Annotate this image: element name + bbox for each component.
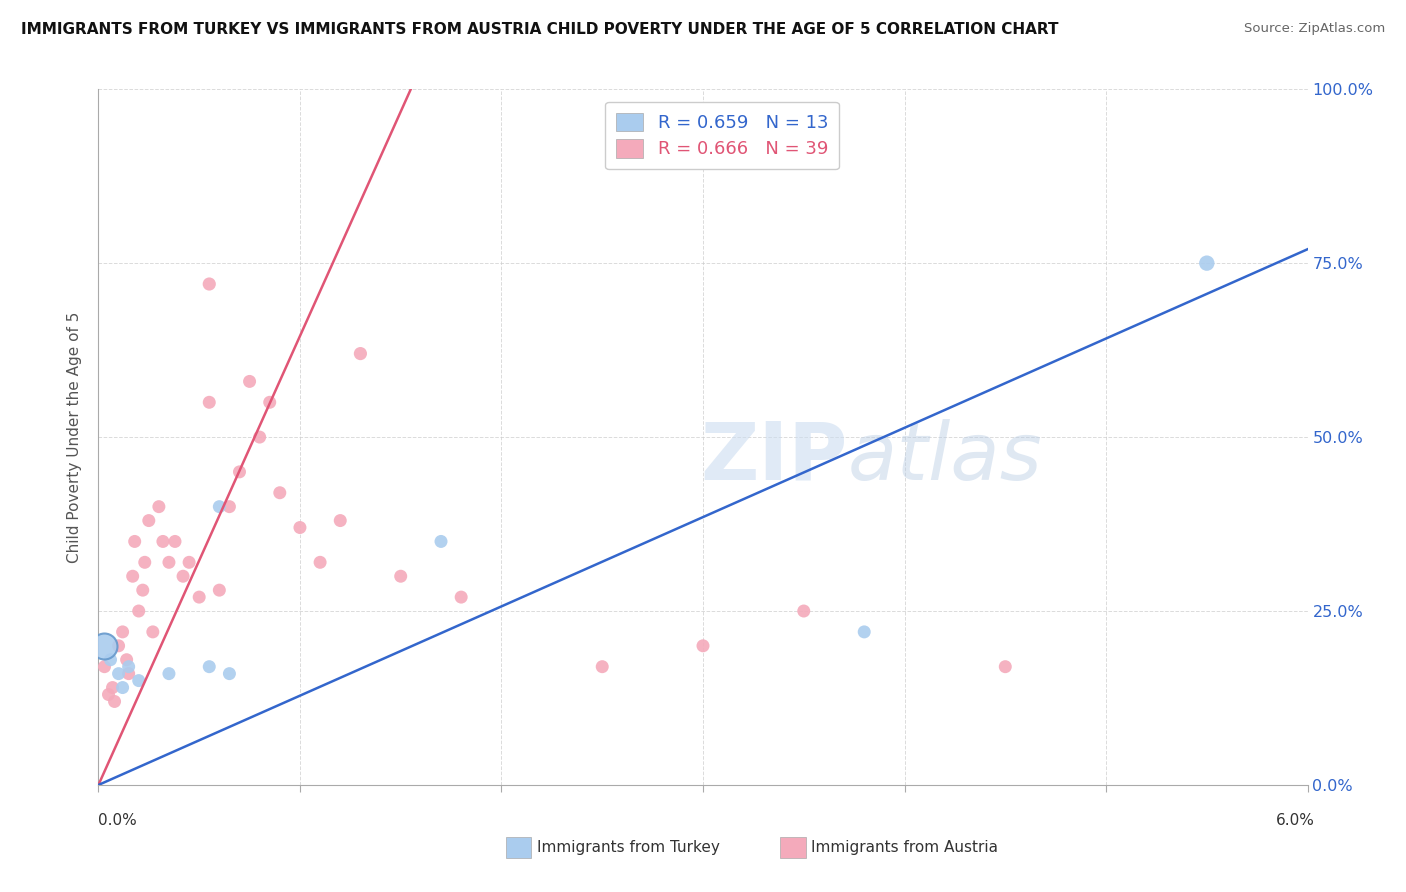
Text: 0.0%: 0.0%: [98, 814, 138, 828]
Point: [103, 694, 125, 708]
Point: [249, 430, 271, 444]
Text: ZIP: ZIP: [700, 419, 848, 497]
Text: 6.0%: 6.0%: [1275, 814, 1315, 828]
Point: [430, 534, 453, 549]
Point: [121, 569, 143, 583]
Legend: R = 0.659   N = 13, R = 0.666   N = 39: R = 0.659 N = 13, R = 0.666 N = 39: [606, 102, 839, 169]
Point: [179, 555, 201, 569]
Point: [692, 639, 714, 653]
Point: [163, 534, 186, 549]
Point: [148, 500, 170, 514]
Text: IMMIGRANTS FROM TURKEY VS IMMIGRANTS FROM AUSTRIA CHILD POVERTY UNDER THE AGE OF: IMMIGRANTS FROM TURKEY VS IMMIGRANTS FRO…: [21, 22, 1059, 37]
Point: [132, 583, 155, 598]
Point: [101, 681, 124, 695]
Point: [198, 659, 221, 673]
Point: [288, 520, 311, 534]
Point: [269, 485, 291, 500]
Point: [198, 395, 221, 409]
Point: [157, 555, 180, 569]
Point: [97, 688, 120, 702]
Point: [118, 659, 141, 673]
Point: [93, 659, 115, 673]
Point: [793, 604, 815, 618]
Point: [111, 681, 134, 695]
Point: [218, 666, 240, 681]
Point: [208, 500, 231, 514]
Point: [115, 653, 138, 667]
Text: Source: ZipAtlas.com: Source: ZipAtlas.com: [1244, 22, 1385, 36]
Point: [853, 624, 876, 639]
Point: [152, 534, 174, 549]
Point: [239, 375, 262, 389]
Point: [198, 277, 221, 291]
Point: [118, 666, 141, 681]
Point: [218, 500, 240, 514]
Point: [1195, 256, 1218, 270]
Point: [994, 659, 1017, 673]
Point: [128, 604, 150, 618]
Point: [134, 555, 156, 569]
Point: [107, 639, 129, 653]
Y-axis label: Child Poverty Under the Age of 5: Child Poverty Under the Age of 5: [66, 311, 82, 563]
Point: [124, 534, 146, 549]
Point: [329, 514, 352, 528]
Point: [138, 514, 160, 528]
Point: [157, 666, 180, 681]
Point: [450, 590, 472, 604]
Point: [228, 465, 250, 479]
Point: [142, 624, 165, 639]
Point: [100, 653, 122, 667]
Text: Immigrants from Turkey: Immigrants from Turkey: [537, 840, 720, 855]
Point: [349, 346, 371, 360]
Point: [188, 590, 211, 604]
Point: [208, 583, 231, 598]
Point: [111, 624, 134, 639]
Point: [259, 395, 281, 409]
Point: [172, 569, 194, 583]
Point: [93, 639, 115, 653]
Point: [128, 673, 150, 688]
Point: [107, 666, 129, 681]
Point: [309, 555, 332, 569]
Point: [591, 659, 613, 673]
Point: [389, 569, 412, 583]
Text: Immigrants from Austria: Immigrants from Austria: [811, 840, 998, 855]
Text: atlas: atlas: [848, 419, 1043, 497]
